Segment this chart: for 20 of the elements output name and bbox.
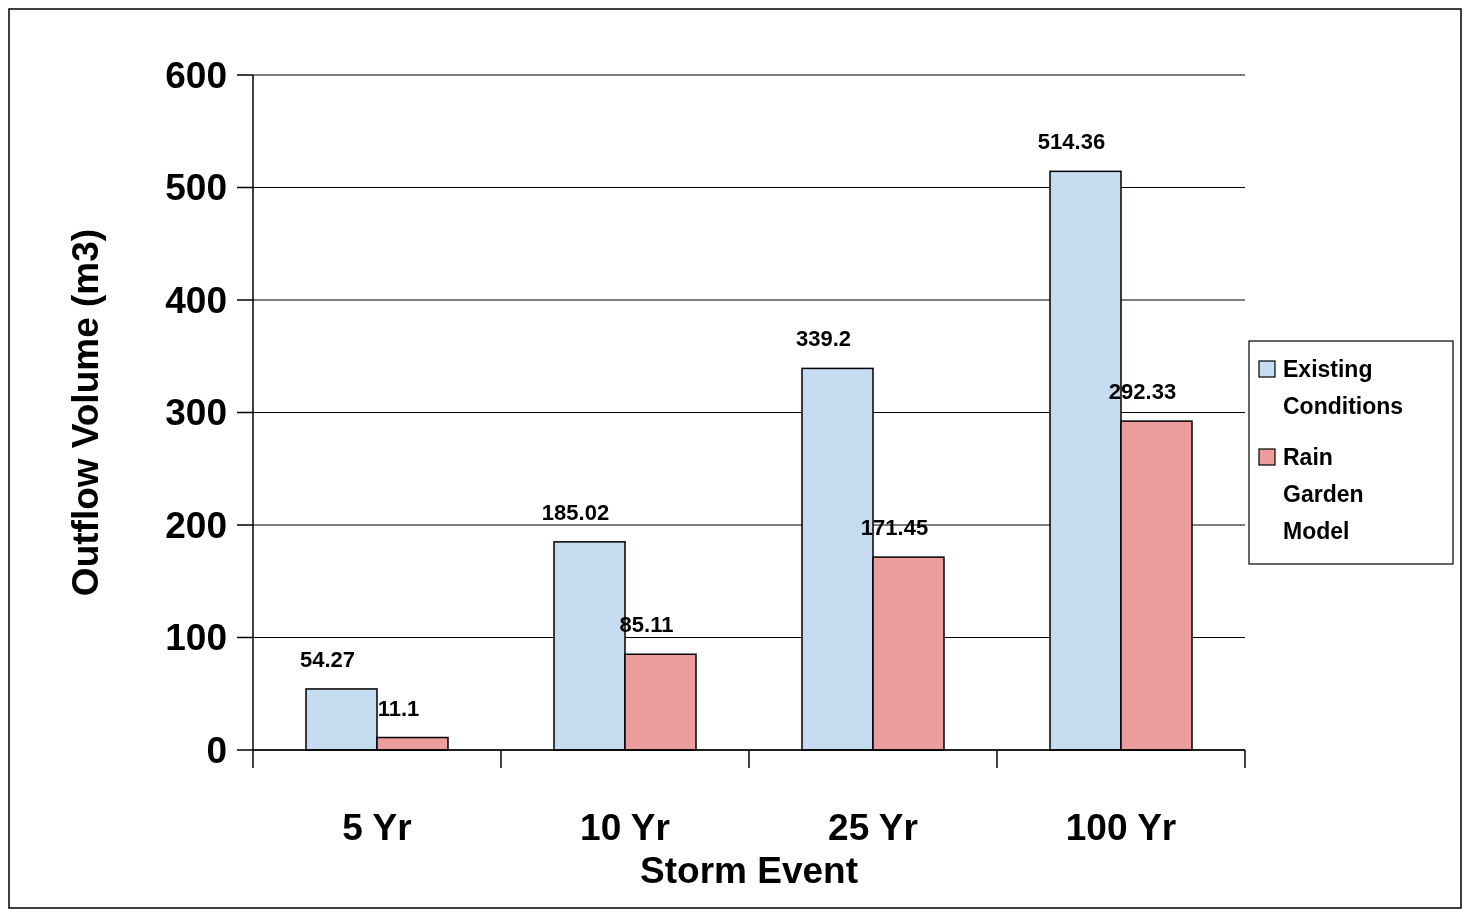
data-label: 11.1 (377, 695, 420, 721)
y-tick-label: 600 (165, 54, 227, 96)
legend-label: Existing Conditions (1283, 356, 1404, 419)
x-axis-title: Storm Event (640, 850, 858, 891)
x-tick-label: 10 Yr (580, 807, 670, 848)
y-tick-label: 400 (165, 279, 227, 321)
data-label: 514.36 (1037, 129, 1106, 155)
x-tick-label: 100 Yr (1065, 807, 1177, 848)
data-label: 339.2 (795, 326, 852, 352)
y-tick-label: 300 (165, 392, 227, 434)
data-label: 54.27 (299, 646, 356, 672)
x-tick-label: 25 Yr (828, 807, 918, 848)
y-axis-title: Outflow Volume (m3) (65, 228, 106, 597)
x-tick-label: 5 Yr (342, 807, 412, 848)
y-tick-label: 100 (165, 617, 227, 659)
y-tick-label: 500 (165, 167, 227, 209)
legend-label: Rain Garden Model (1283, 444, 1364, 544)
data-label: 185.02 (541, 499, 610, 525)
y-tick-label: 0 (206, 729, 227, 771)
y-tick-label: 200 (165, 504, 227, 546)
